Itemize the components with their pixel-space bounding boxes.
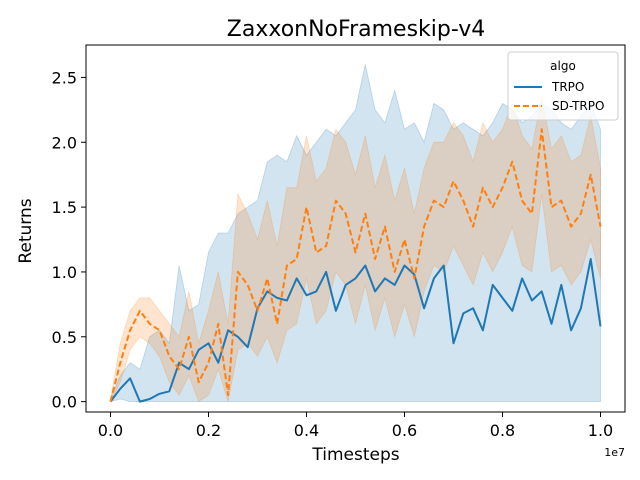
plot-frame — [85, 44, 626, 413]
y-tick-label: 2.5 — [52, 68, 77, 87]
y-tick-label: 0.5 — [52, 328, 77, 347]
x-tick-label: 0.0 — [98, 421, 123, 440]
x-tick-label: 0.8 — [490, 421, 515, 440]
legend-box — [507, 51, 619, 121]
y-tick-label: 1.0 — [52, 263, 77, 282]
x-axis-ticks: 0.0 0.2 0.4 0.6 0.8 1.0 — [98, 412, 613, 440]
chart-title: ZaxxonNoFrameskip-v4 — [227, 17, 485, 42]
y-tick-label: 0.0 — [52, 393, 77, 412]
series-line-trpo — [109, 258, 602, 403]
legend-label-trpo: TRPO — [551, 80, 584, 94]
y-tick-label: 1.5 — [52, 198, 77, 217]
x-tick-label: 1.0 — [588, 421, 613, 440]
x-tick-label: 0.6 — [392, 421, 417, 440]
x-tick-label: 0.4 — [294, 421, 319, 440]
series-lines — [109, 128, 602, 403]
legend-label-sd-trpo: SD-TRPO — [552, 99, 604, 113]
y-axis-label: Returns — [16, 198, 36, 263]
legend: algo TRPO SD-TRPO — [507, 51, 619, 121]
x-axis-label: Timesteps — [311, 445, 399, 465]
x-axis-offset-label: 1e7 — [604, 446, 625, 459]
y-tick-label: 2.0 — [52, 133, 77, 152]
legend-title: algo — [550, 59, 576, 73]
series-line-sd-trpo — [109, 128, 602, 402]
plot-area — [109, 64, 602, 403]
y-axis-ticks: 0.0 0.5 1.0 1.5 2.0 2.5 — [52, 68, 86, 412]
x-tick-label: 0.2 — [196, 421, 221, 440]
